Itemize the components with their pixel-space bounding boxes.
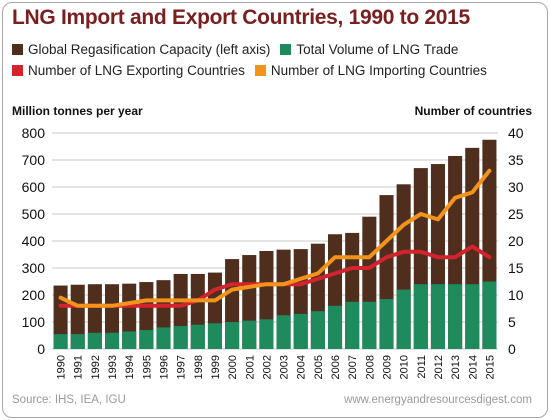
legend-swatch-importing: [254, 65, 266, 76]
x-tick-2001: 2001: [244, 355, 256, 379]
trade-bars: [53, 281, 497, 349]
x-tick-1999: 1999: [210, 355, 222, 379]
trade-bar-2011: [413, 284, 428, 349]
left-tick-labels: 0 100 200 300 400 500 600 700 800: [22, 125, 46, 357]
x-tick-1993: 1993: [107, 355, 119, 379]
left-tick-700: 700: [22, 152, 46, 168]
x-tick-2007: 2007: [347, 355, 359, 379]
website: www.energyandresourcesdigest.com: [344, 394, 532, 406]
x-tick-labels: 1990 1991 1992 1993 1994 1995 1996 1997 1998 1999…: [56, 355, 497, 379]
trade-bar-2009: [379, 299, 394, 349]
right-tick-0: 0: [508, 341, 516, 357]
x-tick-2013: 2013: [450, 355, 462, 379]
chart-title: LNG Import and Export Countries, 1990 to…: [12, 6, 470, 29]
right-tick-35: 35: [508, 152, 524, 168]
trade-bar-1993: [105, 332, 120, 349]
x-tick-2004: 2004: [296, 355, 308, 379]
left-tick-600: 600: [22, 179, 46, 195]
x-tick-1994: 1994: [124, 355, 136, 379]
legend-swatch-regas: [12, 44, 23, 55]
trade-bar-1992: [87, 332, 102, 349]
legend-swatch-trade: [280, 44, 292, 55]
x-tick-2003: 2003: [279, 355, 291, 379]
left-tick-800: 800: [22, 125, 46, 141]
x-tick-2002: 2002: [261, 355, 273, 379]
regas-bars: [53, 139, 497, 349]
right-tick-30: 30: [508, 179, 524, 195]
trade-bar-2004: [293, 313, 308, 349]
right-tick-15: 15: [508, 260, 524, 276]
legend-label-trade: Total Volume of LNG Trade: [296, 42, 459, 57]
legend-row-2: Number of LNG Exporting Countries Number…: [12, 63, 487, 78]
source-note: Source: IHS, IEA, IGU: [12, 394, 126, 406]
x-tick-2012: 2012: [433, 355, 445, 379]
right-axis-title: Number of countries: [414, 104, 532, 118]
x-tick-2014: 2014: [467, 355, 479, 379]
trade-bar-2007: [345, 301, 360, 349]
trade-bar-2012: [430, 284, 445, 349]
x-tick-2009: 2009: [382, 355, 394, 379]
x-tick-2015: 2015: [484, 355, 496, 379]
x-tick-2006: 2006: [330, 355, 342, 379]
trade-bar-1998: [190, 324, 205, 349]
x-tick-2011: 2011: [416, 355, 428, 379]
series-lines: [58, 168, 492, 308]
trade-bar-1990: [53, 334, 68, 349]
trade-bar-2002: [259, 319, 274, 349]
trade-bar-1999: [207, 323, 222, 349]
regas-bar-1991: [70, 284, 85, 349]
trade-bar-2013: [448, 284, 463, 349]
trade-bar-2006: [328, 305, 343, 349]
left-axis-title: Million tonnes per year: [12, 104, 143, 118]
trade-bar-1991: [70, 334, 85, 349]
trade-bar-1994: [122, 331, 137, 349]
x-tick-1991: 1991: [73, 355, 85, 379]
trade-bar-2003: [276, 315, 291, 349]
x-tick-1998: 1998: [193, 355, 205, 379]
trade-bar-1997: [173, 326, 188, 349]
left-tick-200: 200: [22, 287, 46, 303]
importing-countries-line: [58, 168, 492, 308]
right-tick-5: 5: [508, 314, 516, 330]
legend-label-exporting: Number of LNG Exporting Countries: [28, 63, 245, 78]
legend-label-importing: Number of LNG Importing Countries: [270, 63, 487, 78]
x-tick-1995: 1995: [141, 355, 153, 379]
right-tick-40: 40: [508, 125, 524, 141]
left-tick-400: 400: [22, 233, 46, 249]
x-tick-1992: 1992: [90, 355, 102, 379]
x-tick-2010: 2010: [399, 355, 411, 379]
trade-bar-2015: [482, 281, 497, 349]
left-tick-0: 0: [37, 341, 45, 357]
left-tick-100: 100: [22, 314, 46, 330]
x-tick-2005: 2005: [313, 355, 325, 379]
left-tick-500: 500: [22, 206, 46, 222]
trade-bar-2014: [465, 284, 480, 349]
trade-bar-2005: [310, 311, 325, 349]
right-tick-10: 10: [508, 287, 524, 303]
trade-bar-2001: [242, 320, 257, 349]
x-tick-1996: 1996: [159, 355, 171, 379]
legend-label-regas: Global Regasification Capacity (left axi…: [28, 42, 271, 57]
legend-row-1: Global Regasification Capacity (left axi…: [12, 42, 458, 57]
right-tick-labels: 0 5 10 15 20 25 30 35 40: [508, 125, 524, 357]
trade-bar-2008: [362, 301, 377, 349]
trade-bar-2010: [396, 289, 411, 349]
left-tick-300: 300: [22, 260, 46, 276]
trade-bar-1995: [139, 330, 154, 349]
trade-bar-2000: [225, 322, 240, 349]
legend-swatch-exporting: [12, 65, 23, 76]
x-tick-2008: 2008: [364, 355, 376, 379]
right-tick-25: 25: [508, 206, 524, 222]
x-tick-2000: 2000: [227, 355, 239, 379]
x-tick-1990: 1990: [56, 355, 68, 379]
trade-bar-1996: [156, 327, 171, 349]
right-tick-20: 20: [508, 233, 524, 249]
x-tick-1997: 1997: [176, 355, 188, 379]
